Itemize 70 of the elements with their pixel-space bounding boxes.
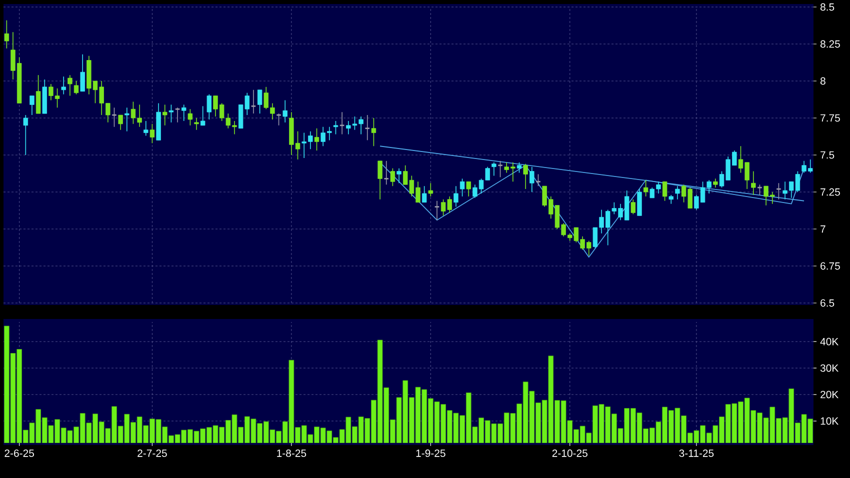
x-tick-label: 1-8-25 xyxy=(277,450,306,457)
candlestick xyxy=(428,182,434,197)
candlestick xyxy=(637,188,642,216)
x-tick-label: 3-11-25 xyxy=(679,450,714,457)
candlestick xyxy=(4,20,10,49)
candlestick xyxy=(144,120,148,136)
candlestick xyxy=(206,94,212,120)
candlestick xyxy=(333,120,338,135)
candlestick xyxy=(168,104,174,123)
candlestick xyxy=(74,80,79,95)
y-tick-label: 7.5 xyxy=(820,151,834,159)
y-tick-label: 8.5 xyxy=(820,3,834,11)
candlestick xyxy=(378,160,382,200)
y-tick-label: 7.25 xyxy=(820,188,840,196)
candlestick xyxy=(516,162,522,174)
x-tick-label: 2-6-25 xyxy=(4,450,34,457)
y-tick-label: 8.25 xyxy=(820,40,840,48)
y-tick-label: 40K xyxy=(820,338,839,346)
candlestick xyxy=(497,160,504,178)
candlestick xyxy=(662,181,668,202)
candlestick xyxy=(68,74,72,96)
candlestick xyxy=(250,89,256,114)
candlestick xyxy=(492,162,496,176)
candlestick xyxy=(282,100,288,123)
candlestick xyxy=(751,170,756,196)
candlestick xyxy=(182,104,186,122)
candlestick xyxy=(162,104,168,126)
candlestick xyxy=(339,112,345,135)
candlestick xyxy=(466,181,471,197)
candlestick xyxy=(675,186,680,200)
candlestick xyxy=(150,124,155,144)
candlestick xyxy=(118,114,123,130)
candlestick xyxy=(61,76,66,95)
x-tick-label: 2-7-25 xyxy=(138,450,167,457)
y-tick-label: 6.5 xyxy=(820,299,834,307)
y-tick-label: 7.75 xyxy=(820,114,840,122)
candlestick xyxy=(756,184,763,196)
y-tick-label: 7 xyxy=(820,225,826,233)
y-tick-label: 30K xyxy=(820,364,839,372)
candlestick xyxy=(174,107,180,123)
y-tick-label: 8 xyxy=(820,77,826,85)
candlestick xyxy=(314,128,320,151)
candlestick xyxy=(124,107,130,132)
candlestick xyxy=(194,118,199,130)
candlestick xyxy=(434,200,440,221)
candlestick xyxy=(523,163,528,190)
candlestick xyxy=(390,168,396,186)
candlestick xyxy=(643,180,648,197)
y-tick-label: 20K xyxy=(820,390,839,398)
candlestick xyxy=(80,54,85,92)
candlestick xyxy=(384,160,390,185)
candlestick xyxy=(36,74,41,114)
candlestick xyxy=(371,118,376,147)
candlestick xyxy=(188,108,193,126)
candlestick xyxy=(396,168,402,184)
candlestick xyxy=(454,186,458,208)
x-tick-label: 2-10-25 xyxy=(552,450,588,457)
candlestick xyxy=(23,114,28,156)
candlestick xyxy=(460,178,465,197)
candlestick xyxy=(422,186,427,203)
candlestick xyxy=(200,106,206,126)
x-tick-label: 1-9-25 xyxy=(416,450,446,457)
candlestick xyxy=(535,174,542,186)
candlestick xyxy=(630,199,636,215)
candlestick xyxy=(530,166,534,192)
candlestick xyxy=(364,114,370,141)
y-tick-label: 6.75 xyxy=(820,262,840,270)
candlestick xyxy=(257,89,262,114)
y-tick-label: 10K xyxy=(820,417,839,425)
candlestick xyxy=(30,95,34,116)
